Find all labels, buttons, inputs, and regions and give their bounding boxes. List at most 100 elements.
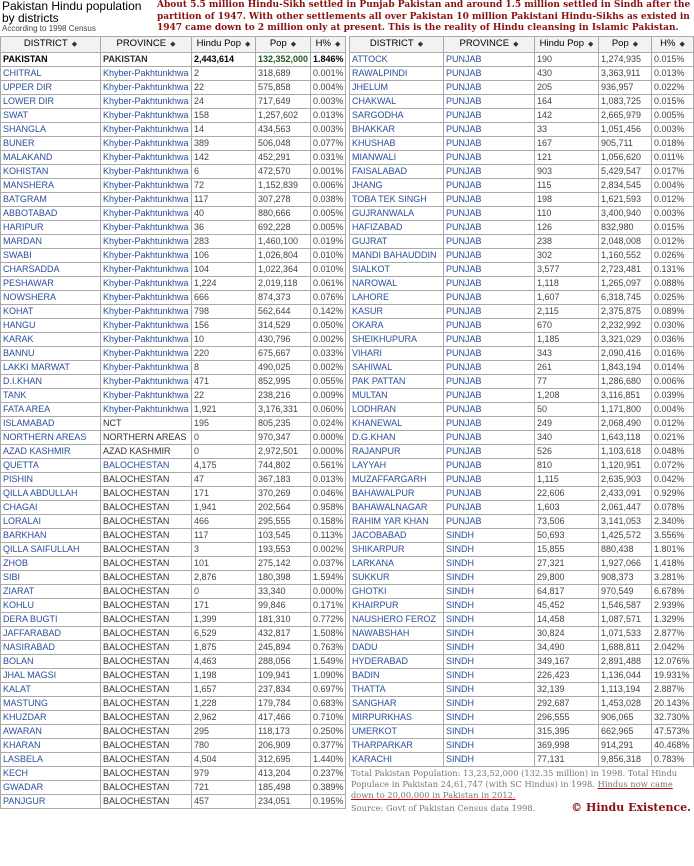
column-header-hindu-percent[interactable]: H% ◆ (651, 36, 694, 53)
cell-province[interactable]: Khyber-Pakhtunkhwa (100, 94, 192, 109)
cell-province[interactable]: SINDH (443, 556, 535, 571)
cell-province[interactable]: SINDH (443, 654, 535, 669)
cell-province[interactable]: PUNJAB (443, 304, 535, 319)
cell-district[interactable]: SHEIKHUPURA (349, 332, 444, 347)
sort-icon[interactable]: ◆ (417, 41, 424, 48)
cell-district[interactable]: MUZAFFARGARH (349, 472, 444, 487)
cell-province[interactable]: Khyber-Pakhtunkhwa (100, 122, 192, 137)
cell-province[interactable]: PUNJAB (443, 164, 535, 179)
cell-district[interactable]: BUNER (0, 136, 101, 151)
cell-district[interactable]: HAFIZABAD (349, 220, 444, 235)
cell-district[interactable]: GWADAR (0, 780, 101, 795)
cell-district[interactable]: KALAT (0, 682, 101, 697)
cell-district[interactable]: SUKKUR (349, 570, 444, 585)
cell-district[interactable]: KHAIRPUR (349, 598, 444, 613)
cell-district[interactable]: SWABI (0, 248, 101, 263)
cell-province[interactable]: Khyber-Pakhtunkhwa (100, 108, 192, 123)
cell-province[interactable]: Khyber-Pakhtunkhwa (100, 248, 192, 263)
cell-district[interactable]: KHARAN (0, 738, 101, 753)
cell-district[interactable]: SHANGLA (0, 122, 101, 137)
sort-icon[interactable]: ◆ (632, 41, 639, 48)
cell-province[interactable]: PUNJAB (443, 444, 535, 459)
cell-district[interactable]: THARPARKAR (349, 738, 444, 753)
cell-district[interactable]: ATTOCK (349, 52, 444, 67)
cell-district[interactable]: NORTHERN AREAS (0, 430, 101, 445)
column-header-province[interactable]: PROVINCE ◆ (100, 36, 192, 53)
cell-province[interactable]: Khyber-Pakhtunkhwa (100, 402, 192, 417)
cell-district[interactable]: D.I.KHAN (0, 374, 101, 389)
cell-district[interactable]: FAISALABAD (349, 164, 444, 179)
cell-province[interactable]: PUNJAB (443, 234, 535, 249)
cell-province[interactable]: Khyber-Pakhtunkhwa (100, 374, 192, 389)
cell-district[interactable]: CHITRAL (0, 66, 101, 81)
cell-district[interactable]: MIANWALI (349, 150, 444, 165)
cell-district[interactable]: THATTA (349, 682, 444, 697)
cell-district[interactable]: JHAL MAGSI (0, 668, 101, 683)
cell-province[interactable]: PUNJAB (443, 150, 535, 165)
cell-province[interactable]: SINDH (443, 584, 535, 599)
cell-province[interactable]: SINDH (443, 738, 535, 753)
column-header-hindu-percent[interactable]: H% ◆ (310, 36, 346, 53)
cell-district[interactable]: NOWSHERA (0, 290, 101, 305)
cell-district[interactable]: D.G.KHAN (349, 430, 444, 445)
cell-district[interactable]: BOLAN (0, 654, 101, 669)
cell-district[interactable]: KHUSHAB (349, 136, 444, 151)
cell-district[interactable]: CHARSADDA (0, 262, 101, 277)
cell-province[interactable]: PUNJAB (443, 220, 535, 235)
cell-district[interactable]: BATGRAM (0, 192, 101, 207)
cell-district[interactable]: NASIRABAD (0, 640, 101, 655)
cell-province[interactable]: SINDH (443, 640, 535, 655)
cell-district[interactable]: QILLA SAIFULLAH (0, 542, 101, 557)
cell-province[interactable]: PUNJAB (443, 262, 535, 277)
cell-province[interactable]: PUNJAB (443, 206, 535, 221)
cell-district[interactable]: JHELUM (349, 80, 444, 95)
cell-district[interactable]: HARIPUR (0, 220, 101, 235)
cell-district[interactable]: LOWER DIR (0, 94, 101, 109)
cell-district[interactable]: BAHAWALPUR (349, 486, 444, 501)
cell-province[interactable]: BALOCHESTAN (100, 458, 192, 473)
cell-district[interactable]: ISLAMABAD (0, 416, 101, 431)
cell-district[interactable]: JHANG (349, 178, 444, 193)
cell-district[interactable]: UPPER DIR (0, 80, 101, 95)
cell-district[interactable]: SAHIWAL (349, 360, 444, 375)
cell-province[interactable]: Khyber-Pakhtunkhwa (100, 346, 192, 361)
cell-district[interactable]: ZIARAT (0, 584, 101, 599)
cell-district[interactable]: LASBELA (0, 752, 101, 767)
cell-district[interactable]: MALAKAND (0, 150, 101, 165)
cell-district[interactable]: TOBA TEK SINGH (349, 192, 444, 207)
cell-province[interactable]: PUNJAB (443, 66, 535, 81)
cell-district[interactable]: SARGODHA (349, 108, 444, 123)
cell-district[interactable]: MASTUNG (0, 696, 101, 711)
cell-province[interactable]: PUNJAB (443, 486, 535, 501)
cell-district[interactable]: BADIN (349, 668, 444, 683)
cell-province[interactable]: SINDH (443, 668, 535, 683)
column-header-hindu-pop[interactable]: Hindu Pop ◆ (191, 36, 256, 53)
cell-district[interactable]: RAHIM YAR KHAN (349, 514, 444, 529)
cell-district[interactable]: BANNU (0, 346, 101, 361)
cell-province[interactable]: Khyber-Pakhtunkhwa (100, 290, 192, 305)
column-header-pop[interactable]: Pop ◆ (598, 36, 652, 53)
cell-province[interactable]: Khyber-Pakhtunkhwa (100, 304, 192, 319)
cell-district[interactable]: SHIKARPUR (349, 542, 444, 557)
column-header-district[interactable]: DISTRICT ◆ (349, 36, 444, 53)
cell-district[interactable]: OKARA (349, 318, 444, 333)
cell-district[interactable]: AWARAN (0, 724, 101, 739)
cell-district[interactable]: HANGU (0, 318, 101, 333)
sort-icon[interactable]: ◆ (334, 41, 341, 48)
cell-district[interactable]: LARKANA (349, 556, 444, 571)
cell-district[interactable]: GUJRAT (349, 234, 444, 249)
cell-district[interactable]: MANSHERA (0, 178, 101, 193)
cell-province[interactable]: SINDH (443, 696, 535, 711)
cell-province[interactable]: Khyber-Pakhtunkhwa (100, 360, 192, 375)
cell-province[interactable]: PUNJAB (443, 248, 535, 263)
cell-district[interactable]: CHAKWAL (349, 94, 444, 109)
cell-province[interactable]: PUNJAB (443, 332, 535, 347)
cell-district[interactable]: ABBOTABAD (0, 206, 101, 221)
cell-province[interactable]: SINDH (443, 598, 535, 613)
cell-province[interactable]: PUNJAB (443, 500, 535, 515)
cell-district[interactable]: GUJRANWALA (349, 206, 444, 221)
cell-district[interactable]: RAWALPINDI (349, 66, 444, 81)
cell-province[interactable]: PUNJAB (443, 80, 535, 95)
cell-district[interactable]: KOHLU (0, 598, 101, 613)
cell-district[interactable]: DADU (349, 640, 444, 655)
